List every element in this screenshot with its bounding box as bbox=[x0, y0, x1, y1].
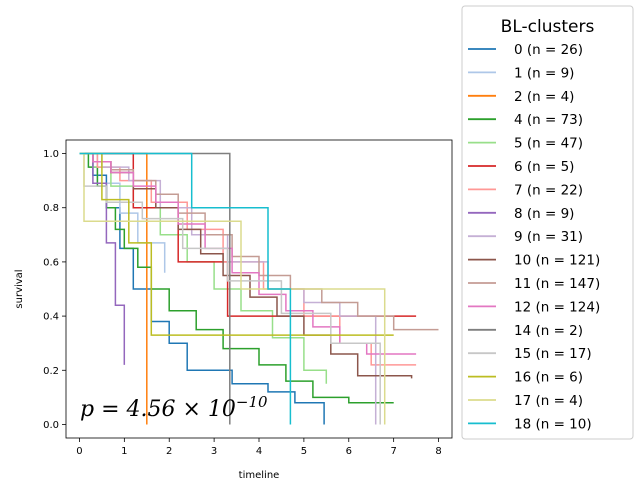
x-axis-label: timeline bbox=[239, 470, 280, 481]
x-tick-label: 0 bbox=[76, 446, 82, 457]
x-tick-label: 4 bbox=[256, 446, 262, 457]
y-tick-label: 0.0 bbox=[43, 420, 59, 431]
series-line bbox=[79, 152, 439, 331]
x-tick-label: 2 bbox=[166, 446, 172, 457]
y-axis-label: survival bbox=[14, 269, 25, 308]
legend: BL-clusters 0 (n = 26) 1 (n = 9) 2 (n = 4) 4… bbox=[461, 5, 634, 440]
x-tick-label: 3 bbox=[211, 446, 217, 457]
x-tick-label: 5 bbox=[301, 446, 307, 457]
legend-entry-label: 16 (n = 6) bbox=[514, 370, 583, 386]
y-tick-label: 0.6 bbox=[43, 257, 59, 268]
legend-entry-label: 1 (n = 9) bbox=[514, 65, 574, 81]
legend-entry-label: 0 (n = 26) bbox=[514, 42, 583, 58]
legend-title: BL-clusters bbox=[501, 17, 595, 37]
legend-entry-label: 10 (n = 121) bbox=[514, 253, 600, 269]
y-tick-label: 0.4 bbox=[43, 312, 59, 323]
series-line bbox=[79, 152, 417, 366]
axes-frame bbox=[65, 139, 453, 439]
x-tick-label: 6 bbox=[346, 446, 352, 457]
axes: 0 1 2 3 4 5 6 7 8 0.0 0.2 0.4 0.6 0.8 1.0 bbox=[43, 149, 442, 457]
series-line bbox=[79, 152, 381, 425]
legend-entry-label: 4 (n = 73) bbox=[514, 112, 583, 128]
legend-box bbox=[461, 5, 634, 440]
series-line bbox=[79, 152, 413, 379]
series-line bbox=[79, 152, 417, 355]
p-value-annotation: p = 4.56 × 10−10 bbox=[80, 393, 268, 422]
y-tick-label: 1.0 bbox=[43, 149, 59, 160]
series-lines bbox=[79, 152, 439, 425]
plot-frame bbox=[65, 139, 453, 439]
x-tick-label: 1 bbox=[121, 446, 127, 457]
series-line bbox=[79, 152, 126, 365]
legend-entry-label: 2 (n = 4) bbox=[514, 89, 574, 105]
y-tick-label: 0.8 bbox=[43, 203, 59, 214]
series-line bbox=[79, 152, 394, 404]
series-line bbox=[79, 152, 328, 384]
legend-entry-label: 5 (n = 47) bbox=[514, 136, 583, 152]
series-line bbox=[79, 152, 292, 425]
legend-entry-label: 8 (n = 9) bbox=[514, 206, 574, 222]
legend-entry-label: 14 (n = 2) bbox=[514, 323, 583, 339]
series-line bbox=[79, 152, 417, 317]
legend-entry-label: 12 (n = 124) bbox=[514, 299, 600, 315]
legend-entry-label: 17 (n = 4) bbox=[514, 393, 583, 409]
legend-entry-label: 7 (n = 22) bbox=[514, 182, 583, 198]
x-tick-label: 8 bbox=[435, 446, 441, 457]
legend-entry-label: 6 (n = 5) bbox=[514, 159, 574, 175]
legend-entry-label: 9 (n = 31) bbox=[514, 229, 583, 245]
series-line bbox=[79, 152, 386, 425]
legend-entry-label: 18 (n = 10) bbox=[514, 416, 592, 432]
legend-entry-label: 15 (n = 17) bbox=[514, 346, 592, 362]
x-tick-label: 7 bbox=[390, 446, 396, 457]
y-tick-label: 0.2 bbox=[43, 366, 59, 377]
legend-entry-label: 11 (n = 147) bbox=[514, 276, 600, 292]
